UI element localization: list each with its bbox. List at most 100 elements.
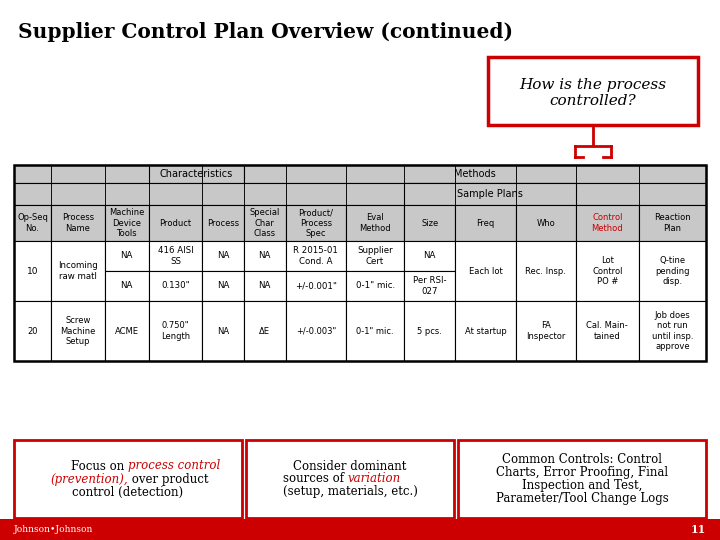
Text: NA: NA (423, 252, 436, 260)
Bar (286, 271, 346, 301)
Bar (455, 165, 516, 183)
Text: At startup: At startup (464, 327, 506, 335)
Text: NA: NA (217, 252, 229, 260)
Text: +/-0.001": +/-0.001" (295, 281, 337, 291)
Text: 0.130": 0.130" (161, 281, 190, 291)
Text: process control: process control (128, 460, 220, 472)
Bar (14, 440, 242, 518)
Bar (455, 183, 516, 205)
Text: Focus on: Focus on (71, 460, 128, 472)
Bar (202, 241, 244, 271)
Bar (404, 301, 455, 361)
Text: Who: Who (536, 219, 555, 227)
Bar (286, 183, 346, 205)
Text: 5 pcs.: 5 pcs. (417, 327, 442, 335)
Bar (404, 205, 455, 241)
Bar (346, 271, 404, 301)
Text: control (detection): control (detection) (73, 485, 184, 498)
Text: Johnson•Johnson: Johnson•Johnson (14, 525, 94, 534)
Bar (202, 165, 244, 183)
Text: 0.750"
Length: 0.750" Length (161, 321, 190, 341)
Bar (516, 165, 576, 183)
Bar (516, 241, 576, 301)
Bar (488, 57, 698, 125)
Bar (346, 165, 404, 183)
Text: NA: NA (120, 252, 132, 260)
Bar (104, 205, 149, 241)
Text: Product: Product (159, 219, 192, 227)
Bar (51, 183, 104, 205)
Bar (14, 241, 51, 301)
Bar (346, 301, 404, 361)
Bar (149, 183, 202, 205)
Bar (286, 301, 346, 361)
Bar (576, 301, 639, 361)
Bar (404, 271, 455, 301)
Bar (404, 241, 455, 271)
Text: 20: 20 (27, 327, 38, 335)
Bar (14, 165, 51, 183)
Bar (104, 301, 149, 361)
Bar (639, 205, 706, 241)
Bar (14, 165, 706, 361)
Text: Process: Process (207, 219, 239, 227)
Bar (51, 165, 104, 183)
Text: (prevention),: (prevention), (50, 472, 128, 485)
Text: Each lot: Each lot (469, 267, 503, 275)
Bar (455, 301, 516, 361)
Bar (576, 165, 639, 183)
Bar (246, 440, 454, 518)
Bar (104, 165, 149, 183)
Bar (244, 271, 286, 301)
Text: Consider dominant: Consider dominant (293, 460, 407, 472)
Bar (286, 241, 346, 271)
Bar (14, 183, 706, 205)
Text: Common Controls: Control: Common Controls: Control (502, 453, 662, 466)
Text: Supplier
Cert: Supplier Cert (357, 246, 393, 266)
Bar (244, 165, 286, 183)
Bar (14, 183, 51, 205)
Text: (setup, materials, etc.): (setup, materials, etc.) (282, 485, 418, 498)
Bar (51, 301, 104, 361)
Bar (51, 241, 104, 301)
Text: 10: 10 (27, 267, 38, 275)
Bar (202, 183, 244, 205)
Bar (455, 205, 516, 241)
Bar (244, 241, 286, 271)
Bar (149, 241, 202, 271)
Text: Machine
Device
Tools: Machine Device Tools (109, 208, 144, 238)
Bar (346, 241, 404, 271)
Text: +/-0.003": +/-0.003" (296, 327, 336, 335)
Bar (639, 165, 706, 183)
Bar (14, 205, 51, 241)
Bar (149, 271, 202, 301)
Text: Q-tine
pending
disp.: Q-tine pending disp. (655, 256, 690, 286)
Text: over product: over product (128, 472, 209, 485)
Bar (104, 271, 149, 301)
Bar (404, 183, 576, 205)
Text: NA: NA (258, 252, 271, 260)
Text: FA
Inspector: FA Inspector (526, 321, 565, 341)
Bar (202, 205, 244, 241)
Text: Process
Name: Process Name (62, 213, 94, 233)
Text: Rec. Insp.: Rec. Insp. (526, 267, 566, 275)
Bar (286, 165, 346, 183)
Text: Lot
Control
PO #: Lot Control PO # (592, 256, 623, 286)
Bar (0, 519, 720, 540)
Text: NA: NA (258, 281, 271, 291)
Text: Characteristics: Characteristics (160, 169, 233, 179)
Bar (149, 165, 244, 183)
Text: Parameter/Tool Change Logs: Parameter/Tool Change Logs (495, 492, 668, 505)
Bar (346, 205, 404, 241)
Text: Control
Method: Control Method (592, 213, 623, 233)
Bar (576, 183, 639, 205)
Text: Methods: Methods (454, 169, 496, 179)
Text: sources of: sources of (283, 472, 348, 485)
Bar (516, 183, 576, 205)
Bar (244, 301, 286, 361)
Text: Per RSI-
027: Per RSI- 027 (413, 276, 446, 296)
Text: ACME: ACME (114, 327, 139, 335)
Bar (244, 183, 286, 205)
Bar (639, 183, 706, 205)
Bar (639, 241, 706, 301)
